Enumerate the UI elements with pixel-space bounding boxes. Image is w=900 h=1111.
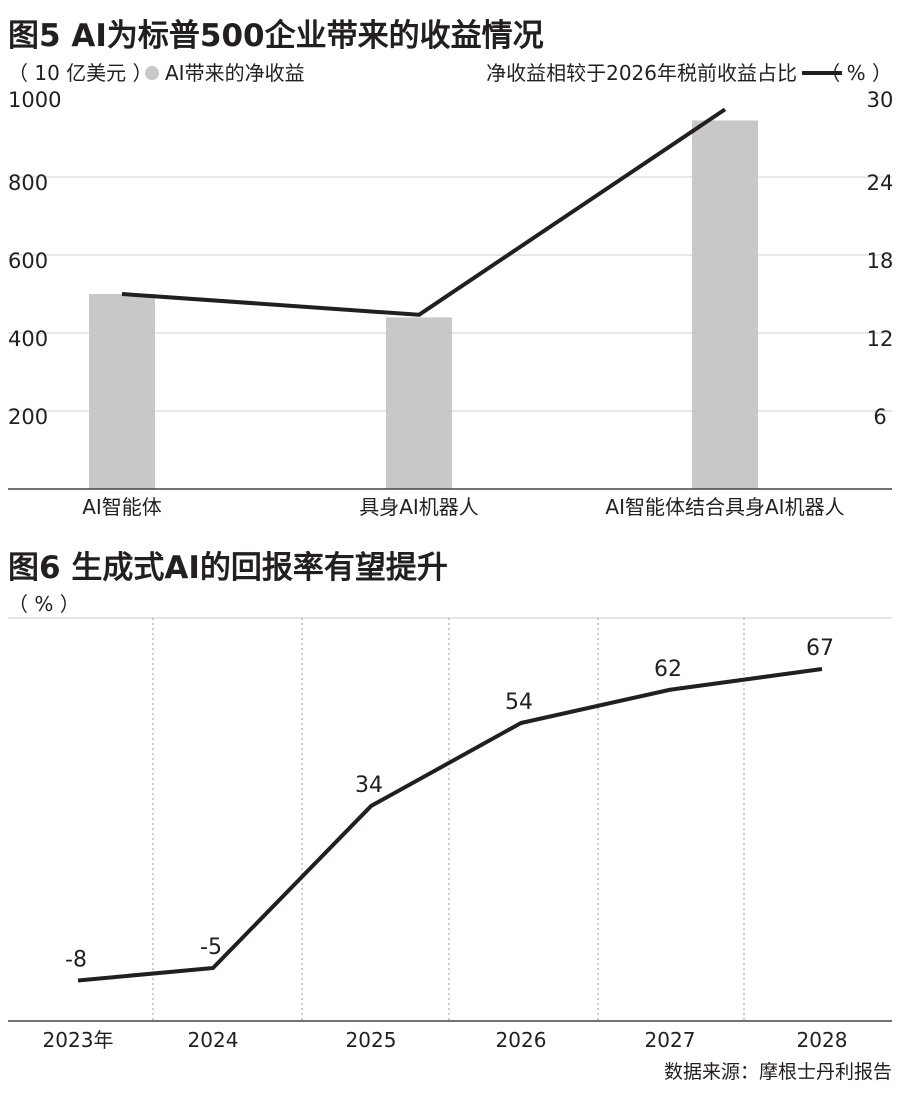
right-tick-label: 24	[867, 171, 894, 195]
category-label: 具身AI机器人	[359, 495, 479, 519]
left-tick-label: 600	[8, 249, 48, 273]
chart2-title: 图6 生成式AI的回报率有望提升	[8, 550, 448, 586]
right-tick-label: 18	[867, 249, 894, 273]
data-label: -8	[65, 947, 87, 972]
data-label: 62	[654, 657, 682, 682]
category-label: AI智能体	[82, 495, 162, 519]
bar-legend-marker	[145, 66, 159, 80]
bar-1	[89, 294, 155, 489]
left-tick-label: 800	[8, 171, 48, 195]
data-label: 54	[505, 690, 533, 715]
left-tick-label: 400	[8, 327, 48, 351]
chart1-tick-labels: 200 400 600 800 1000 6 12 18 24 30	[8, 88, 893, 429]
chart1-right-unit: （ % ）	[820, 61, 892, 85]
category-label: 2025	[346, 1028, 397, 1052]
right-tick-label: 12	[867, 327, 894, 351]
chart2-return-line	[77, 667, 823, 983]
chart1-category-labels: AI智能体 具身AI机器人 AI智能体结合具身AI机器人	[82, 495, 844, 519]
chart2-gridlines	[152, 618, 745, 1021]
data-label: 67	[806, 636, 834, 661]
chart1-title: 图5 AI为标普500企业带来的收益情况	[8, 18, 544, 54]
category-label: 2024	[188, 1028, 239, 1052]
right-tick-label: 30	[867, 88, 894, 112]
chart1-ratio-line	[121, 107, 727, 317]
bar-3	[692, 120, 758, 489]
category-label: AI智能体结合具身AI机器人	[605, 495, 844, 519]
chart1-line-legend: 净收益相较于2026年税前收益占比	[486, 61, 797, 85]
right-tick-label: 6	[873, 405, 886, 429]
chart1-bar-legend: AI带来的净收益	[165, 61, 305, 85]
left-tick-label: 200	[8, 405, 48, 429]
data-label: 34	[355, 773, 383, 798]
category-label: 2027	[645, 1028, 696, 1052]
chart2-category-labels: 2023年 2024 2025 2026 2027 2028	[43, 1028, 848, 1052]
chart1-bars	[89, 120, 758, 489]
category-label: 2023年	[43, 1028, 114, 1052]
category-label: 2028	[797, 1028, 848, 1052]
source-note: 数据来源：摩根士丹利报告	[664, 1061, 892, 1083]
left-tick-label: 1000	[8, 88, 61, 112]
chart2-data-labels: -8 -5 34 54 62 67	[65, 636, 834, 972]
chart2-unit: （ % ）	[8, 592, 80, 616]
bar-2	[386, 317, 452, 489]
data-label: -5	[200, 935, 222, 960]
category-label: 2026	[496, 1028, 547, 1052]
chart1-left-unit: （ 10 亿美元 ）	[8, 61, 153, 85]
